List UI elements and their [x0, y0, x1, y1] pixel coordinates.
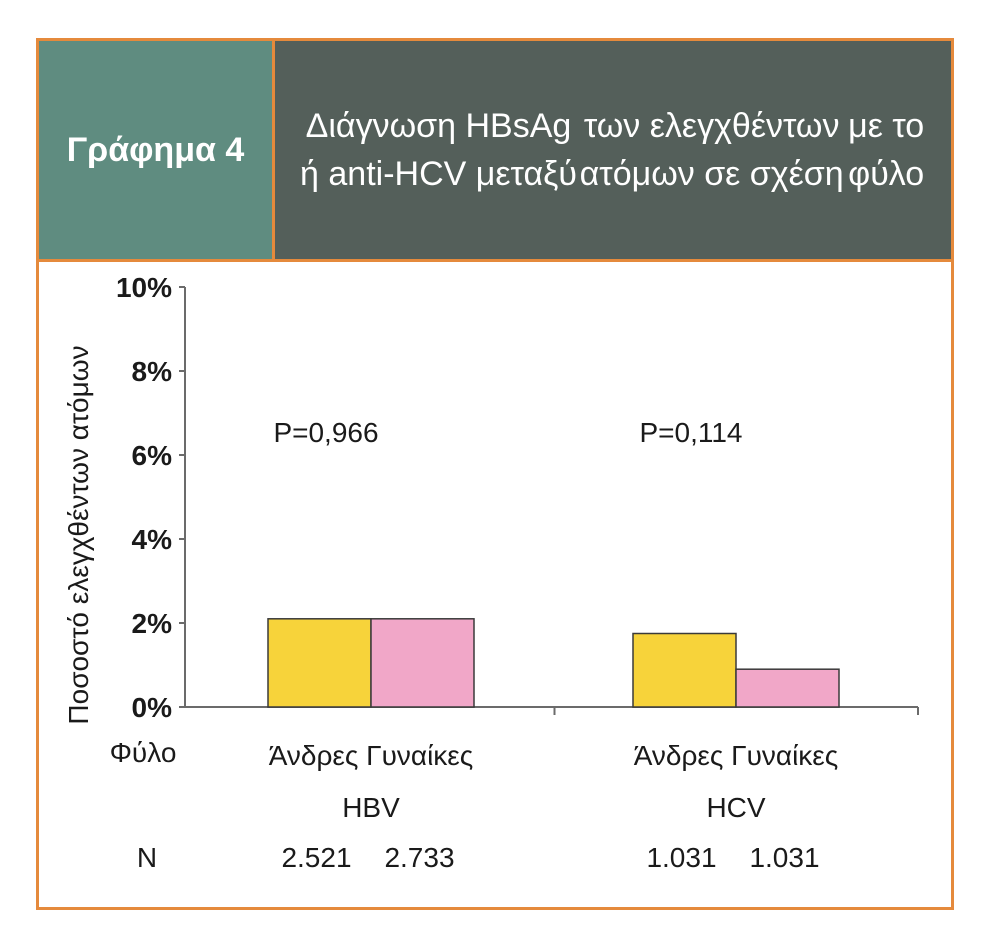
y-tick-label: 0% — [132, 692, 173, 723]
y-tick-label: 10% — [116, 272, 172, 303]
n-value: 1.031 — [646, 842, 716, 873]
n-value: 2.733 — [384, 842, 454, 873]
y-axis-title: Ποσοστό ελεγχθέντων ατόμων — [63, 345, 94, 724]
bar-hbv-men — [267, 618, 372, 708]
row-label-sex: Φύλο — [110, 737, 177, 768]
y-tick-label: 8% — [132, 356, 173, 387]
labels: 0% 2% 4% 6% 8% 10% Ποσοστό ελεγχθέντων ατόμων 2… — [63, 272, 838, 873]
bars — [267, 618, 840, 708]
chart-title-line-2: των ελεγχθέντων ατόμων σε σχέση — [579, 107, 844, 193]
y-tick-label: 6% — [132, 440, 173, 471]
bar-hcv-women — [735, 668, 840, 708]
chart-header: Γράφημα 4 Διάγνωση HBsAg ή anti-HCV μετα… — [39, 41, 951, 262]
chart-frame: Γράφημα 4 Διάγνωση HBsAg ή anti-HCV μετα… — [36, 38, 954, 910]
chart-title-line-1: Διάγνωση HBsAg ή anti-HCV μεταξύ — [300, 107, 577, 193]
chart-title: Διάγνωση HBsAg ή anti-HCV μεταξύ των ελε… — [275, 41, 951, 259]
category-labels: Άνδρες Γυναίκες — [634, 740, 839, 771]
row-label-n: N — [137, 842, 157, 873]
chart-title-line-3: με το φύλο — [848, 107, 925, 193]
bar-hbv-women — [370, 618, 475, 708]
bar-hcv-men — [632, 632, 737, 708]
y-tick-label: 2% — [132, 608, 173, 639]
n-value: 1.031 — [749, 842, 819, 873]
p-value-annotation: P=0,114 — [639, 417, 742, 448]
n-value: 2.521 — [281, 842, 351, 873]
figure-label: Γράφημα 4 — [39, 41, 275, 259]
category-labels: Άνδρες Γυναίκες — [269, 740, 474, 771]
group-name: HBV — [342, 792, 400, 823]
group-name: HCV — [706, 792, 765, 823]
p-value-annotation: P=0,966 — [273, 417, 378, 448]
y-tick-label: 4% — [132, 524, 173, 555]
